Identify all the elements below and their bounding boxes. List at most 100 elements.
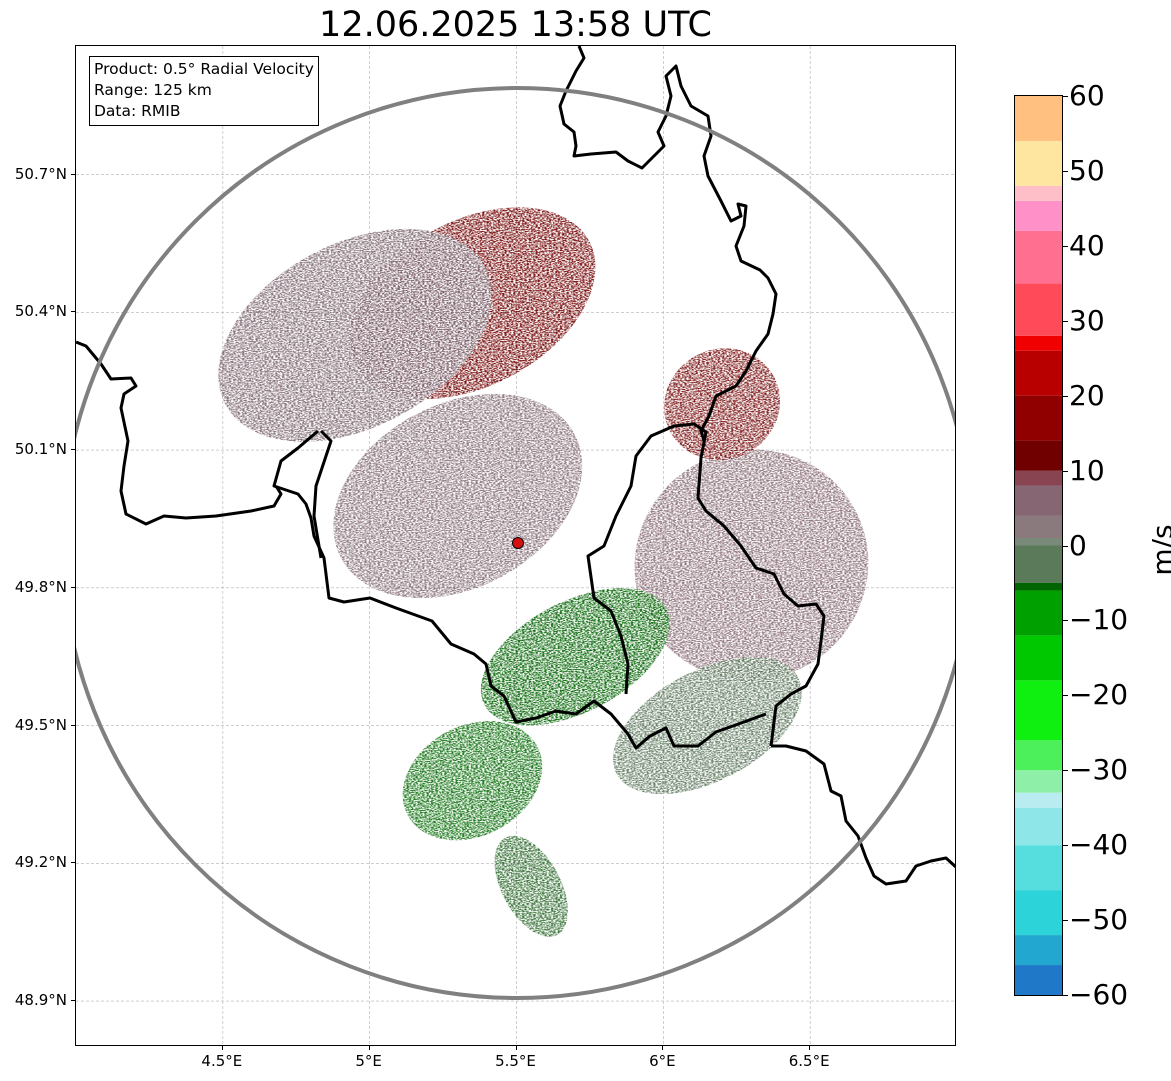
range-ring	[76, 86, 955, 1000]
colorbar-tick-label: 20	[1069, 378, 1105, 412]
velocity-colorbar	[1014, 95, 1063, 996]
colorbar-tick-mark	[1062, 395, 1068, 397]
border-belgium-luxembourg	[272, 429, 767, 750]
lon-tick-label: 6°E	[649, 1052, 676, 1070]
colorbar-tick-mark	[1062, 470, 1068, 472]
colorbar-tick-label: −60	[1069, 978, 1129, 1011]
border-germany-north	[558, 46, 778, 442]
lat-tick-label: 49.2°N	[14, 853, 67, 872]
colorbar-band	[1015, 440, 1062, 471]
lon-tick-label: 4.5°E	[201, 1052, 243, 1070]
colorbar-band	[1015, 140, 1062, 186]
lon-tick-label: 5.5°E	[495, 1052, 536, 1070]
colorbar-tick-label: −30	[1069, 753, 1129, 787]
colorbar-band	[1015, 283, 1062, 336]
colorbar-band	[1015, 545, 1062, 583]
lat-tick-label: 50.4°N	[14, 302, 67, 321]
colorbar-band	[1015, 935, 1062, 966]
colorbar-tick-label: 10	[1069, 453, 1105, 487]
lat-tick-label: 49.5°N	[14, 715, 67, 734]
colorbar-tick-mark	[1062, 695, 1068, 697]
colorbar-band	[1015, 582, 1062, 591]
echo-inbound-northeast	[664, 348, 781, 461]
colorbar-band	[1015, 538, 1062, 546]
lon-tick-label: 6.5°E	[788, 1052, 830, 1070]
lat-tick-mark	[71, 311, 75, 313]
lon-tick-mark	[809, 1046, 811, 1050]
echo-south-green	[402, 721, 543, 841]
lon-tick-mark	[515, 1046, 517, 1050]
echo-east-muted	[634, 449, 869, 681]
radar-map[interactable]	[76, 46, 956, 1046]
lat-tick-mark	[71, 862, 75, 864]
colorbar-tick-mark	[1062, 320, 1068, 322]
colorbar-band	[1015, 635, 1062, 681]
colorbar-band	[1015, 200, 1062, 231]
colorbar-tick-mark	[1062, 170, 1068, 172]
border-germany-france	[771, 744, 955, 886]
colorbar-band	[1015, 395, 1062, 441]
colorbar-tick-mark	[1062, 245, 1068, 247]
colorbar-band	[1015, 890, 1062, 936]
colorbar-band	[1015, 770, 1062, 793]
data-source-label: Data: RMIB	[94, 102, 181, 120]
lat-tick-mark	[71, 173, 75, 175]
lat-tick-mark	[71, 586, 75, 588]
colorbar-tick-mark	[1062, 620, 1068, 622]
colorbar-band	[1015, 230, 1062, 284]
colorbar-tick-label: 30	[1069, 303, 1105, 337]
colorbar-tick-label: 60	[1069, 79, 1105, 112]
colorbar-band	[1015, 335, 1062, 351]
colorbar-tick-mark	[1062, 845, 1068, 847]
colorbar-band	[1015, 515, 1062, 539]
lat-tick-label: 48.9°N	[14, 991, 67, 1010]
colorbar-band	[1015, 965, 1062, 995]
product-label: Product: 0.5° Radial Velocity	[94, 60, 314, 78]
colorbar-tick-mark	[1062, 545, 1068, 547]
colorbar-band	[1015, 680, 1062, 741]
colorbar-band	[1015, 350, 1062, 396]
map-title: 12.06.2025 13:58 UTC	[319, 5, 712, 45]
lat-tick-label: 49.8°N	[14, 577, 67, 596]
colorbar-tick-mark	[1062, 770, 1068, 772]
radar-map-panel[interactable]	[75, 45, 956, 1046]
colorbar-band	[1015, 807, 1062, 846]
colorbar-tick-label: −50	[1069, 903, 1129, 937]
colorbar-tick-label: −10	[1069, 603, 1129, 637]
echo-northwest-muted	[218, 228, 492, 442]
colorbar-tick-label: 40	[1069, 228, 1105, 262]
colorbar-tick-mark	[1062, 96, 1068, 97]
echo-outbound-south	[480, 588, 670, 726]
border-france-belgium	[76, 340, 283, 526]
colorbar-band	[1015, 485, 1062, 516]
radar-site-marker[interactable]	[512, 537, 524, 549]
range-label: Range: 125 km	[94, 81, 212, 99]
colorbar-band	[1015, 792, 1062, 808]
colorbar-band	[1015, 590, 1062, 636]
border-luxembourg-east	[586, 422, 826, 747]
lat-tick-label: 50.7°N	[14, 164, 67, 183]
colorbar-label: m/s	[1146, 524, 1171, 576]
colorbar-tick-label: −40	[1069, 828, 1129, 862]
colorbar-band	[1015, 740, 1062, 771]
lon-tick-mark	[368, 1046, 370, 1050]
colorbar-band	[1015, 185, 1062, 201]
lat-tick-mark	[71, 1000, 75, 1002]
colorbar-tick-label: 50	[1069, 153, 1105, 187]
colorbar-tick-mark	[1062, 995, 1068, 996]
colorbar-tick-label: −20	[1069, 678, 1129, 712]
border-luxembourg-germany	[312, 429, 333, 559]
lon-tick-mark	[221, 1046, 223, 1050]
echo-southeast-green	[613, 657, 802, 795]
colorbar-band	[1015, 470, 1062, 486]
product-info-box: Product: 0.5° Radial Velocity Range: 125…	[89, 56, 319, 126]
colorbar-band	[1015, 845, 1062, 891]
lat-tick-mark	[71, 449, 75, 451]
colorbar-tick-label: 0	[1069, 528, 1087, 562]
echo-south-tail	[494, 835, 568, 937]
colorbar-tick-mark	[1062, 920, 1068, 922]
velocity-echoes	[218, 207, 869, 937]
lat-tick-label: 50.1°N	[14, 440, 67, 459]
lon-tick-mark	[662, 1046, 664, 1050]
lon-tick-label: 5°E	[355, 1052, 382, 1070]
